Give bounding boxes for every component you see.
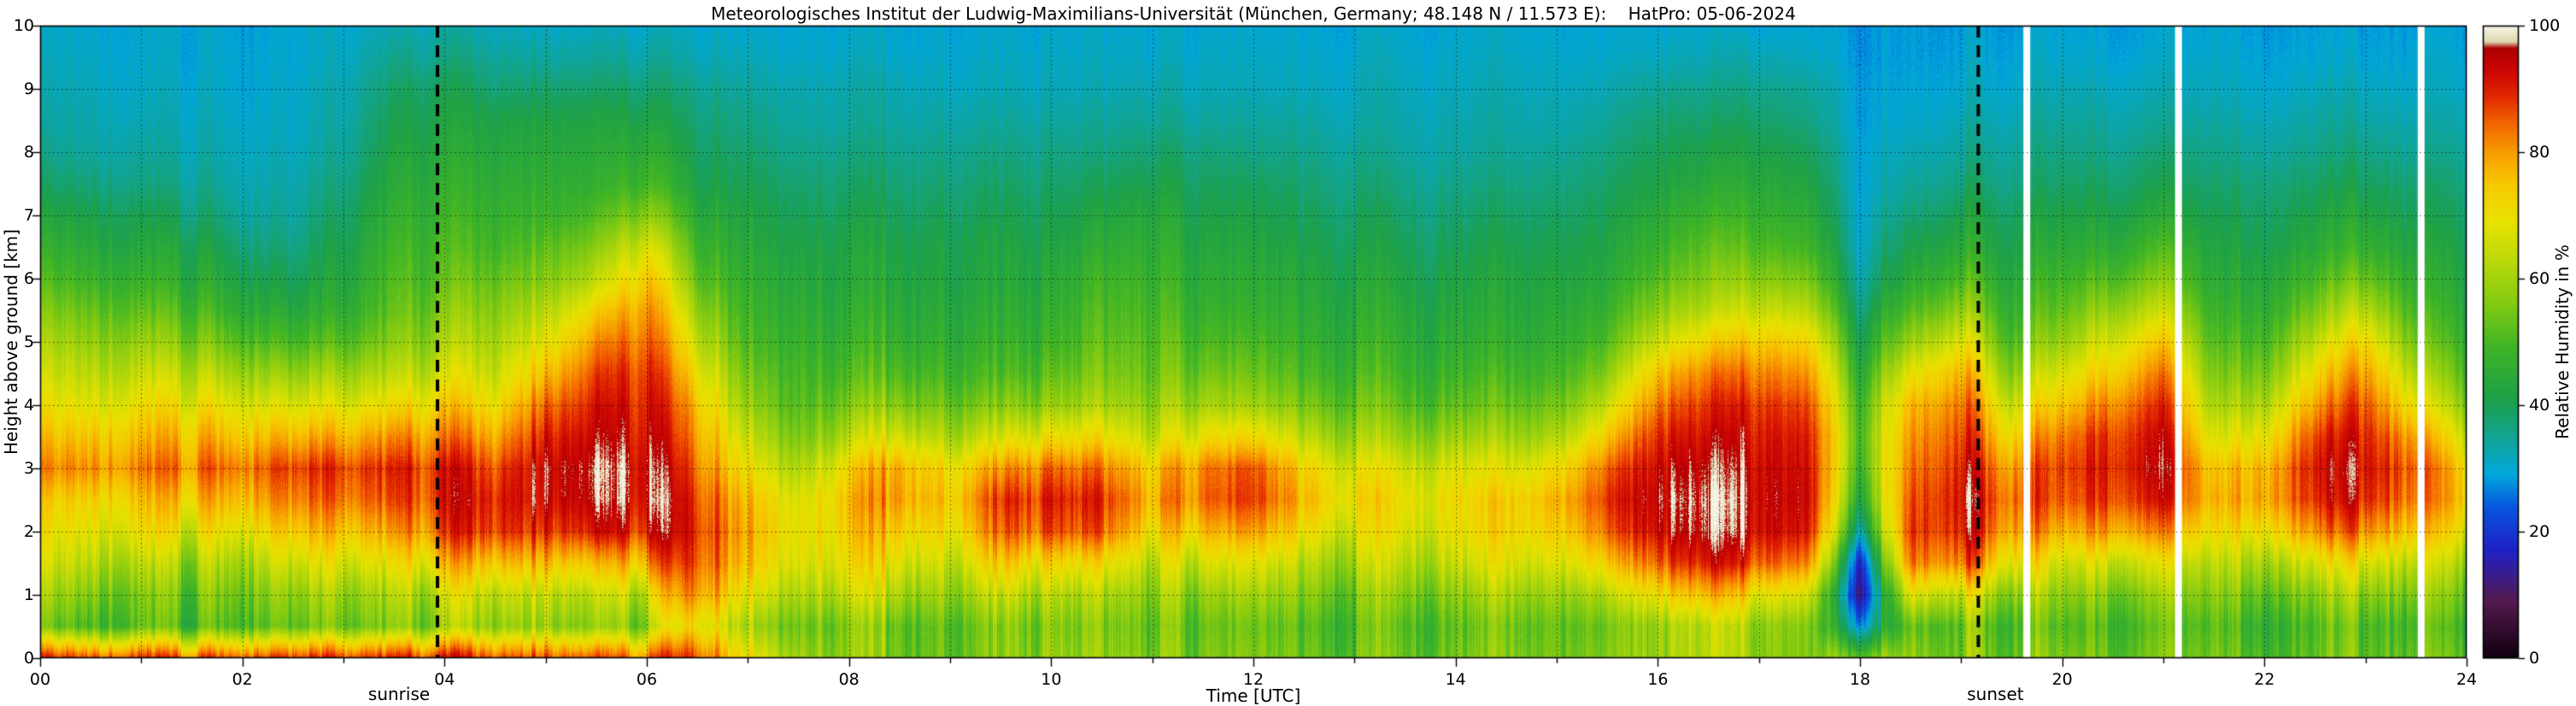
colorbar-tick-label: 0 [2529,649,2540,668]
x-tick-label: 06 [636,670,658,689]
sunrise-annotation-label: sunrise [367,684,431,704]
y-tick-label: 3 [23,459,34,478]
colorbar-tick-label: 60 [2529,269,2550,288]
x-tick-label: 14 [1445,670,1466,689]
y-tick-label: 4 [23,396,34,415]
x-tick-label: 16 [1647,670,1669,689]
x-tick-label: 04 [434,670,455,689]
x-tick-label: 20 [2051,670,2073,689]
x-tick-label: 12 [1242,670,1265,689]
y-tick-label: 7 [23,206,34,225]
colorbar-tick-label: 40 [2529,396,2550,415]
y-tick-label: 5 [23,332,34,351]
y-tick-label: 9 [23,79,34,98]
sunset-annotation-label: sunset [1967,684,2024,704]
y-tick-label: 1 [23,585,34,604]
x-tick-label: 00 [29,670,51,689]
colorbar-tick-label: 20 [2529,522,2550,541]
x-tick-label: 18 [1849,670,1871,689]
x-tick-label: 02 [232,670,253,689]
y-tick-label: 2 [23,522,34,541]
y-tick-label: 0 [23,649,34,668]
x-tick-label: 08 [838,670,860,689]
x-tick-label: 22 [2254,670,2275,689]
x-tick-label: 10 [1041,670,1062,689]
y-tick-label: 8 [23,143,34,162]
chart-title: Meteorologisches Institut der Ludwig-Max… [711,3,1796,24]
colorbar-label: Relative Humidity in % [2552,244,2573,439]
colorbar-tick-label: 80 [2529,143,2550,162]
colorbar-tick-label: 100 [2529,16,2561,35]
y-tick-label: 10 [13,16,34,35]
x-tick-label: 24 [2456,670,2478,689]
y-tick-label: 6 [23,269,34,288]
x-axis-label: Time [UTC] [1206,685,1301,706]
